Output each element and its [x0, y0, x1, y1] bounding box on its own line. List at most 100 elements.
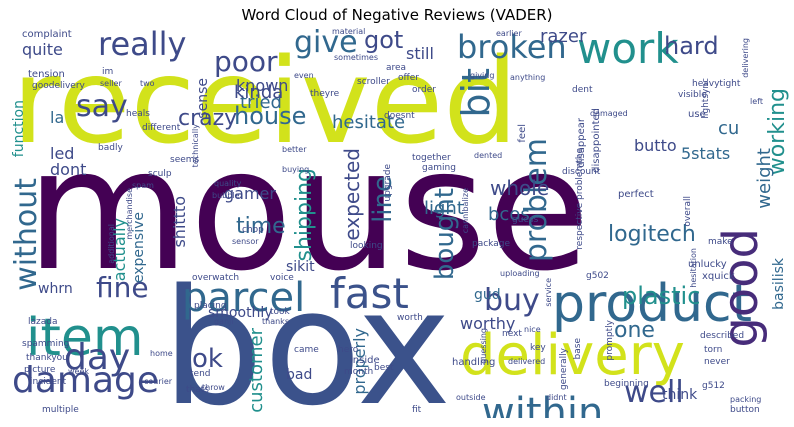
cloud-word: next	[502, 329, 522, 339]
cloud-word: im	[102, 67, 114, 77]
cloud-word: different	[142, 123, 181, 133]
cloud-word: even	[294, 71, 314, 80]
cloud-word: area	[386, 63, 407, 73]
cloud-word: incident	[30, 377, 67, 387]
cloud-word: quite	[22, 40, 63, 59]
cloud-word: guess	[512, 215, 539, 225]
cloud-word: fine	[96, 271, 149, 304]
cloud-word: gud	[474, 287, 501, 303]
cloud-word: upgrade	[383, 164, 393, 202]
cloud-word: fit	[412, 405, 422, 415]
cloud-word: buy	[484, 283, 540, 318]
cloud-word: cu	[718, 118, 740, 139]
cloud-word: item	[26, 308, 144, 368]
cloud-word: received	[12, 32, 519, 170]
cloud-word: weight	[754, 148, 775, 209]
cloud-word: tend	[190, 369, 211, 379]
cloud-word: basilisk	[771, 258, 787, 310]
cloud-word: delivery	[460, 323, 685, 388]
cloud-word: came	[294, 345, 319, 355]
cloud-word: month	[344, 367, 374, 377]
cloud-word: whole	[490, 176, 550, 200]
cloud-word: shittto	[170, 196, 189, 248]
cloud-word: tried	[240, 92, 282, 113]
cloud-word: spam	[132, 181, 154, 190]
cloud-word: complaint	[22, 29, 72, 40]
cloud-word: worth	[397, 313, 423, 323]
cloud-word: perfect	[618, 189, 654, 200]
cloud-word: thankyou	[26, 353, 68, 363]
cloud-word: well	[624, 375, 684, 410]
chart-title: Word Cloud of Negative Reviews (VADER)	[241, 6, 553, 24]
cloud-word: took	[270, 307, 290, 317]
cloud-word: tension	[28, 69, 65, 80]
cloud-word: delivered	[508, 357, 546, 366]
cloud-word: bubble	[212, 191, 240, 200]
cloud-word: mouse	[26, 112, 590, 308]
cloud-word: light	[424, 198, 464, 219]
cloud-word: looking	[350, 241, 383, 251]
cloud-word: razer	[540, 28, 587, 47]
cloud-word: g502	[586, 271, 609, 281]
cloud-word: sikit	[286, 259, 315, 275]
cloud-word: thats	[186, 385, 209, 395]
cloud-word: use	[688, 109, 706, 120]
cloud-word: ganji	[214, 317, 234, 326]
cloud-word: ok	[192, 344, 223, 374]
cloud-word: la	[50, 108, 65, 127]
cloud-word: voice	[270, 273, 294, 283]
cloud-word: expected	[340, 148, 364, 241]
cloud-word: buying	[282, 165, 310, 174]
cloud-word: hero	[338, 345, 359, 355]
cloud-word: heavytight	[692, 79, 741, 89]
cloud-word: disappointed	[591, 108, 602, 173]
cloud-word: seller	[100, 79, 122, 88]
cloud-word: parcel	[182, 275, 306, 321]
cloud-word: damaged	[590, 109, 628, 118]
cloud-word: dont	[50, 160, 87, 179]
cloud-word: key	[530, 343, 546, 353]
cloud-word: placing	[194, 301, 227, 311]
cloud-word: generally	[559, 348, 569, 391]
cloud-word: spamming	[22, 339, 70, 349]
cloud-word: think	[662, 387, 698, 403]
cloud-word: xquick	[702, 271, 735, 282]
cloud-word: week	[68, 367, 90, 376]
cloud-word: customer	[246, 328, 267, 413]
cloud-word: service	[544, 278, 553, 307]
cloud-word: visible	[678, 90, 707, 100]
cloud-word: quality	[214, 179, 242, 188]
cloud-word: two	[140, 79, 155, 88]
cloud-word: thanks	[262, 317, 289, 326]
cloud-word: smoothly	[208, 305, 273, 321]
cloud-word: home	[150, 349, 173, 358]
cloud-word: day	[64, 337, 131, 378]
cloud-word: crazy	[178, 106, 238, 131]
cloud-word: delivering	[741, 38, 750, 78]
cloud-word: material	[332, 28, 366, 36]
cloud-word: throw	[202, 383, 225, 392]
cloud-word: sense	[195, 78, 211, 119]
cloud-word: multiple	[42, 405, 79, 415]
cloud-word: picture	[24, 365, 56, 375]
cloud-word: one	[614, 318, 655, 343]
cloud-word: feel	[517, 124, 528, 143]
cloud-word: cannibalize	[461, 188, 470, 234]
cloud-word: giving	[470, 71, 495, 80]
cloud-word: respective problemthe	[575, 148, 585, 250]
cloud-word: function	[12, 100, 27, 158]
cloud-word: make	[708, 237, 733, 247]
cloud-word: theyre	[310, 89, 340, 99]
cloud-word: packing	[730, 395, 762, 404]
cloud-word: handling	[452, 357, 496, 368]
cloud-word: order	[412, 85, 436, 95]
cloud-word: bcos	[488, 204, 530, 225]
cloud-word: time	[236, 214, 286, 239]
cloud-word: damage	[12, 360, 160, 401]
cloud-word: earlier	[496, 29, 522, 38]
cloud-word: hesitate	[332, 112, 406, 133]
cloud-word: left	[750, 97, 763, 106]
cloud-word: still	[406, 44, 434, 63]
cloud-word: overwatch	[192, 273, 240, 283]
cloud-word: whrn	[38, 281, 73, 297]
